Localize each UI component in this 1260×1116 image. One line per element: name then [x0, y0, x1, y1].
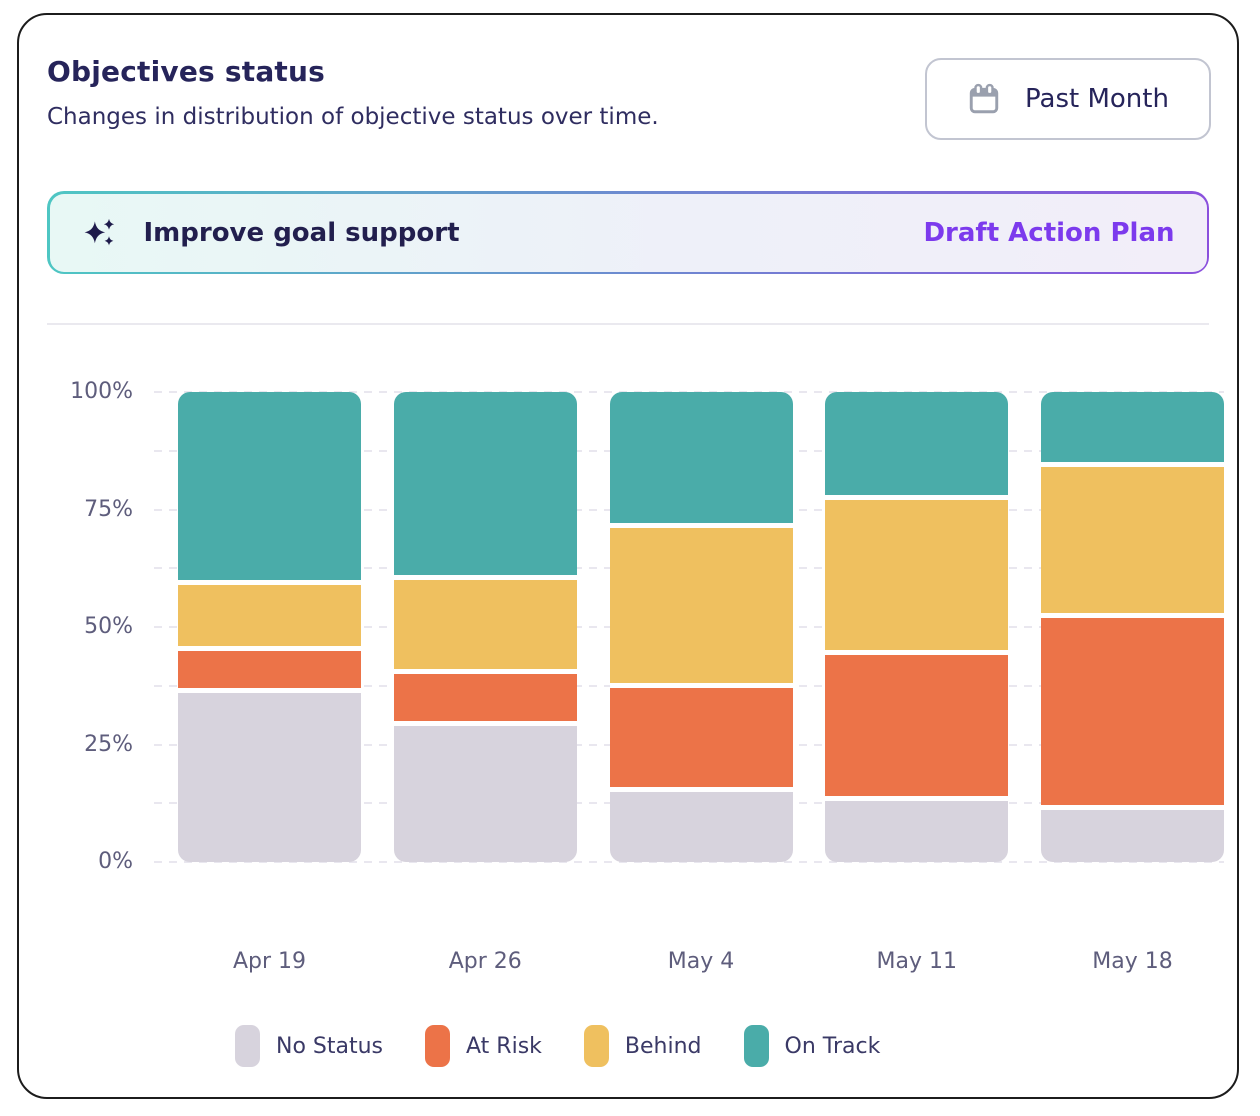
- segment-behind[interactable]: [825, 500, 1009, 656]
- x-axis-label: May 4: [667, 949, 735, 974]
- x-axis-label: May 11: [876, 949, 957, 974]
- stacked-bar-chart-plot: [154, 391, 1224, 863]
- calendar-icon: [967, 82, 1001, 116]
- y-axis-label: 100%: [70, 379, 133, 404]
- ai-insight-banner[interactable]: Improve goal support Draft Action Plan: [47, 191, 1209, 274]
- legend-item-on-track: On Track: [743, 1025, 881, 1067]
- x-axis-label: Apr 26: [448, 949, 522, 974]
- legend-item-no-status: No Status: [235, 1025, 383, 1067]
- legend-item-behind: Behind: [583, 1025, 702, 1067]
- segment-behind[interactable]: [393, 580, 577, 675]
- objectives-status-card: Objectives status Changes in distributio…: [17, 13, 1239, 1099]
- segment-at-risk[interactable]: [609, 688, 793, 792]
- segment-on-track[interactable]: [609, 392, 793, 529]
- legend-swatch: [425, 1025, 451, 1067]
- segment-on-track[interactable]: [393, 392, 577, 581]
- section-divider: [47, 323, 1209, 325]
- bar-may-18[interactable]: [1041, 392, 1224, 862]
- legend-swatch: [583, 1025, 609, 1067]
- segment-at-risk[interactable]: [178, 650, 361, 693]
- legend-label: At Risk: [466, 1033, 542, 1059]
- segment-behind[interactable]: [609, 528, 793, 689]
- x-axis-label: May 18: [1092, 949, 1173, 974]
- segment-behind[interactable]: [178, 584, 361, 651]
- segment-on-track[interactable]: [825, 392, 1009, 501]
- segment-no-status[interactable]: [178, 692, 361, 862]
- segment-at-risk[interactable]: [825, 655, 1009, 801]
- bar-may-4[interactable]: [609, 392, 793, 862]
- segment-no-status[interactable]: [609, 791, 793, 862]
- segment-no-status[interactable]: [825, 800, 1009, 862]
- gridline: [154, 391, 1224, 393]
- insight-label: Improve goal support: [143, 217, 460, 248]
- segment-behind[interactable]: [1041, 467, 1224, 618]
- bar-apr-26[interactable]: [393, 392, 577, 862]
- bar-apr-19[interactable]: [178, 392, 361, 862]
- x-axis-label: Apr 19: [232, 949, 307, 974]
- legend-item-at-risk: At Risk: [425, 1025, 542, 1067]
- legend-label: No Status: [276, 1033, 384, 1059]
- segment-at-risk[interactable]: [1041, 617, 1224, 811]
- segment-on-track[interactable]: [1041, 392, 1224, 468]
- segment-on-track[interactable]: [178, 392, 361, 585]
- legend-label: On Track: [784, 1033, 881, 1059]
- page-subtitle: Changes in distribution of objective sta…: [47, 104, 659, 130]
- segment-no-status[interactable]: [1041, 810, 1224, 862]
- legend-swatch: [235, 1025, 260, 1067]
- sparkles-icon: [82, 215, 118, 251]
- segment-at-risk[interactable]: [393, 674, 577, 726]
- legend-label: Behind: [624, 1033, 702, 1059]
- y-axis-label: 25%: [84, 731, 133, 757]
- y-axis-label: 75%: [84, 496, 133, 522]
- segment-no-status[interactable]: [393, 725, 577, 862]
- period-selector-label: Past Month: [1025, 84, 1169, 114]
- period-selector-button[interactable]: Past Month: [925, 58, 1211, 140]
- bar-may-11[interactable]: [825, 392, 1009, 862]
- chart-legend: No Status At Risk Behind On Track: [235, 1025, 880, 1067]
- y-axis-label: 50%: [84, 614, 133, 639]
- gridline: [154, 861, 1224, 863]
- legend-swatch: [743, 1025, 769, 1067]
- draft-action-plan-link[interactable]: Draft Action Plan: [923, 217, 1175, 248]
- page-title: Objectives status: [47, 55, 325, 88]
- y-axis-label: 0%: [98, 849, 133, 874]
